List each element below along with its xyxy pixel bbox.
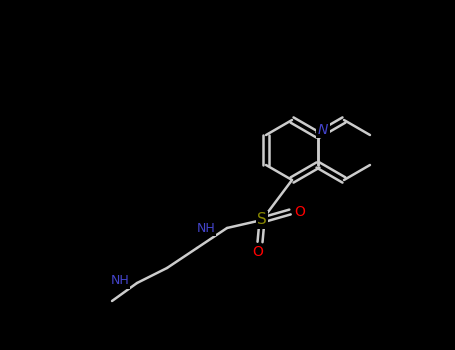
Text: NH: NH bbox=[110, 274, 129, 287]
Text: NH: NH bbox=[196, 222, 215, 235]
Text: N: N bbox=[318, 123, 328, 137]
Text: O: O bbox=[253, 245, 263, 259]
Text: S: S bbox=[257, 212, 267, 228]
Text: O: O bbox=[294, 205, 305, 219]
